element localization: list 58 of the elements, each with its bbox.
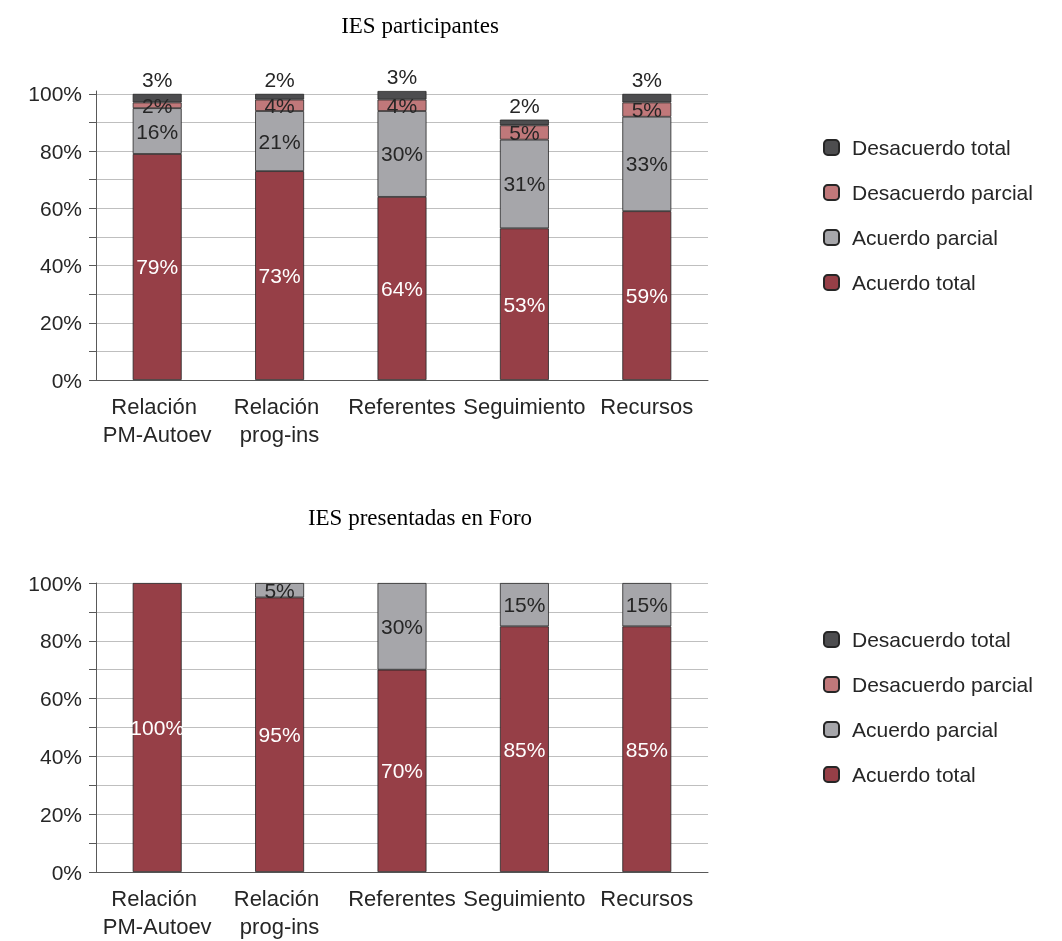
data-label: 95% (258, 723, 301, 747)
data-label: 31% (503, 172, 546, 196)
data-label: 2% (264, 67, 295, 91)
legend-label: Acuerdo parcial (852, 226, 998, 249)
data-label: 85% (625, 737, 668, 761)
y-tick-label: 60% (39, 196, 82, 220)
bar (132, 583, 182, 872)
y-tick-label: 20% (39, 802, 82, 826)
data-label: 15% (503, 593, 546, 617)
x-tick-label: Referentes (348, 393, 456, 419)
x-tick-label: Relación PM-Autoev (102, 393, 212, 447)
data-label: 33% (625, 152, 668, 176)
x-tick-label: Referentes (348, 885, 456, 911)
x-tick-label: Seguimiento (463, 393, 586, 419)
data-label: 30% (380, 614, 424, 638)
data-label: 70% (380, 759, 424, 783)
data-label: 53% (503, 292, 546, 316)
chart-title: IES presentadas en Foro (307, 505, 533, 530)
data-label: 3% (142, 67, 173, 91)
chart-title: IES participantes (341, 13, 499, 38)
y-tick-label: 0% (51, 860, 82, 884)
data-label: 30% (380, 142, 424, 166)
legend-label: Acuerdo total (852, 271, 976, 294)
data-label: 59% (625, 284, 668, 308)
data-label: 5% (264, 578, 295, 602)
y-tick-label: 100% (28, 571, 82, 595)
y-tick-label: 40% (39, 254, 82, 278)
y-tick-label: 40% (39, 744, 82, 768)
x-tick-label: Relación PM-Autoev (102, 885, 212, 939)
y-tick-label: 60% (39, 687, 82, 711)
x-tick-label: Relación prog-ins (233, 393, 326, 447)
data-label: 79% (136, 255, 179, 279)
data-label: 21% (258, 129, 301, 153)
data-label: 5% (509, 120, 540, 144)
data-label: 85% (503, 737, 546, 761)
x-tick-label: Recursos (600, 885, 694, 911)
x-tick-label: Seguimiento (463, 885, 586, 911)
data-label: 15% (625, 593, 668, 617)
data-label: 5% (631, 98, 662, 122)
data-label: 64% (380, 276, 424, 300)
data-label: 3% (386, 65, 418, 88)
x-tick-label: Relación prog-ins (233, 885, 326, 939)
data-label: 73% (258, 264, 301, 288)
data-label: 16% (136, 119, 179, 143)
y-tick-label: 80% (39, 629, 82, 653)
legend-label: Acuerdo parcial (852, 718, 998, 741)
x-tick-label: Recursos (600, 393, 694, 419)
legend-label: Desacuerdo total (852, 628, 1011, 651)
y-tick-label: 0% (51, 368, 82, 392)
y-tick-label: 100% (28, 82, 82, 106)
data-label: 3% (631, 67, 662, 91)
data-label: 2% (509, 93, 540, 117)
legend-label: Desacuerdo parcial (852, 673, 1033, 696)
y-tick-label: 20% (39, 311, 82, 335)
y-tick-label: 80% (39, 139, 82, 163)
legend-label: Desacuerdo parcial (852, 181, 1033, 204)
legend-label: Desacuerdo total (852, 136, 1011, 159)
legend-label: Acuerdo total (852, 763, 976, 786)
